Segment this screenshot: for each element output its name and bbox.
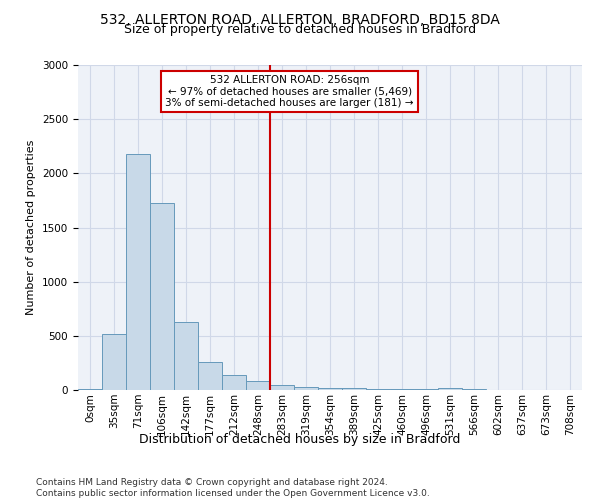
Text: 532 ALLERTON ROAD: 256sqm
← 97% of detached houses are smaller (5,469)
3% of sem: 532 ALLERTON ROAD: 256sqm ← 97% of detac… bbox=[166, 74, 414, 108]
Text: Distribution of detached houses by size in Bradford: Distribution of detached houses by size … bbox=[139, 432, 461, 446]
Bar bbox=[318, 388, 342, 390]
Bar bbox=[246, 382, 270, 390]
Bar bbox=[150, 202, 174, 390]
Bar bbox=[126, 154, 150, 390]
Text: 532, ALLERTON ROAD, ALLERTON, BRADFORD, BD15 8DA: 532, ALLERTON ROAD, ALLERTON, BRADFORD, … bbox=[100, 12, 500, 26]
Y-axis label: Number of detached properties: Number of detached properties bbox=[26, 140, 37, 315]
Bar bbox=[78, 389, 102, 390]
Bar bbox=[222, 376, 246, 390]
Bar bbox=[438, 388, 462, 390]
Bar bbox=[342, 388, 366, 390]
Text: Size of property relative to detached houses in Bradford: Size of property relative to detached ho… bbox=[124, 22, 476, 36]
Bar bbox=[270, 385, 294, 390]
Bar bbox=[294, 387, 318, 390]
Bar bbox=[366, 389, 390, 390]
Bar bbox=[174, 322, 198, 390]
Bar bbox=[390, 389, 414, 390]
Bar bbox=[198, 362, 222, 390]
Bar bbox=[102, 334, 126, 390]
Text: Contains HM Land Registry data © Crown copyright and database right 2024.
Contai: Contains HM Land Registry data © Crown c… bbox=[36, 478, 430, 498]
